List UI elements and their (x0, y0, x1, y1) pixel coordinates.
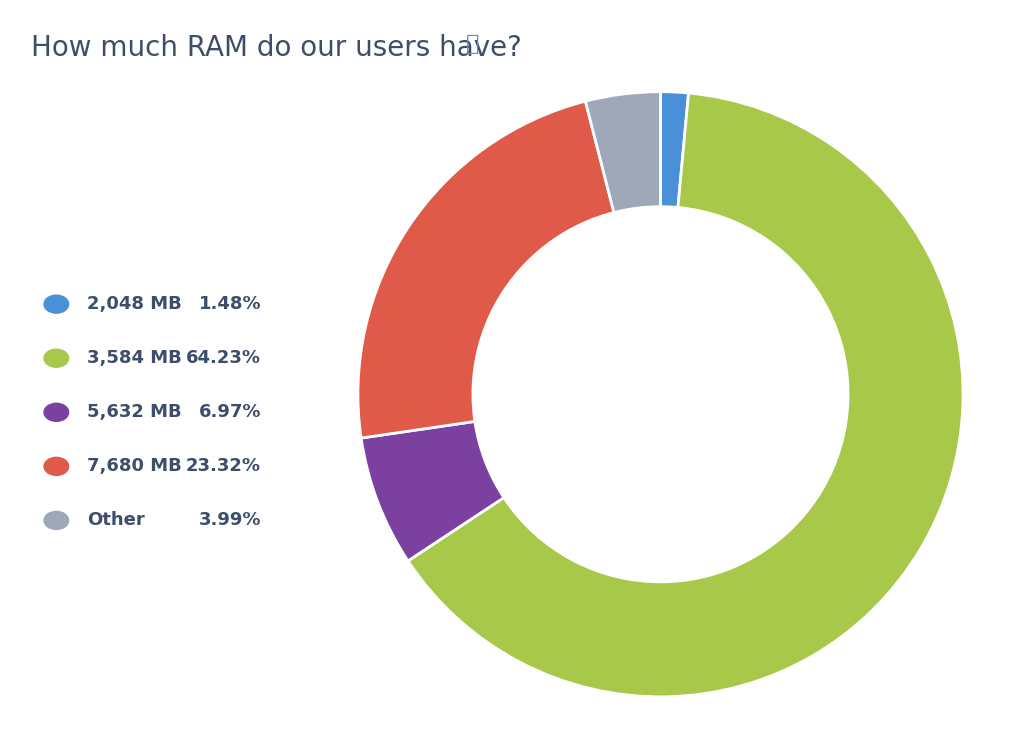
Text: 6.97%: 6.97% (199, 403, 261, 421)
Wedge shape (586, 92, 660, 213)
Text: 5,632 MB: 5,632 MB (87, 403, 181, 421)
Wedge shape (408, 93, 963, 697)
Text: 1.48%: 1.48% (199, 295, 261, 313)
Wedge shape (660, 92, 688, 207)
Text: How much RAM do our users have?: How much RAM do our users have? (31, 34, 521, 62)
Text: Other: Other (87, 511, 144, 529)
Text: 3,584 MB: 3,584 MB (87, 349, 182, 367)
Text: 3.99%: 3.99% (199, 511, 261, 529)
Wedge shape (358, 101, 614, 438)
Text: 64.23%: 64.23% (186, 349, 261, 367)
Text: 7,680 MB: 7,680 MB (87, 457, 182, 475)
Text: 23.32%: 23.32% (186, 457, 261, 475)
Text: ⓘ: ⓘ (466, 34, 479, 54)
Wedge shape (361, 421, 504, 561)
Text: 2,048 MB: 2,048 MB (87, 295, 182, 313)
